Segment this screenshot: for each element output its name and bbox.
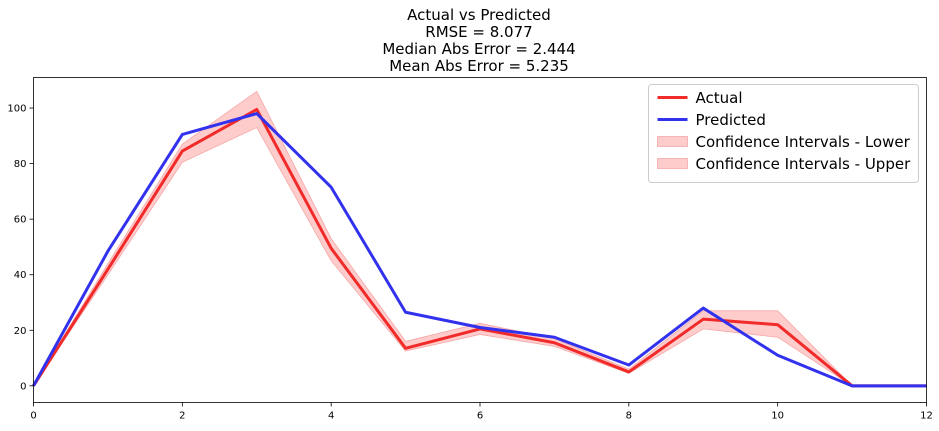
title-line: RMSE = 8.077 <box>425 23 532 41</box>
y-axis: 0 20 40 60 80 100 <box>7 104 34 392</box>
legend-swatch-ci-lower <box>657 136 688 147</box>
confidence-bands <box>33 90 927 387</box>
legend-label-actual: Actual <box>696 89 743 107</box>
x-tick-label: 10 <box>771 411 784 422</box>
y-tick-label: 80 <box>14 159 27 170</box>
x-tick-label: 0 <box>30 411 36 422</box>
series-line-predicted <box>32 112 927 388</box>
x-tick-label: 12 <box>920 411 933 422</box>
x-tick-label: 2 <box>179 411 185 422</box>
legend-swatch-ci-upper <box>657 158 688 169</box>
legend-label-ci-lower: Confidence Intervals - Lower <box>696 133 911 151</box>
chart-title: Actual vs Predicted RMSE = 8.077 Median … <box>382 6 575 75</box>
x-axis: 0 2 4 6 8 10 12 <box>30 402 933 422</box>
title-line: Median Abs Error = 2.444 <box>382 40 575 58</box>
title-line: Actual vs Predicted <box>407 6 551 24</box>
x-tick-label: 4 <box>328 411 334 422</box>
y-tick-label: 40 <box>14 270 27 281</box>
y-tick-label: 0 <box>20 381 26 392</box>
legend-box <box>648 84 919 183</box>
confidence-band-area <box>33 90 927 387</box>
title-line: Mean Abs Error = 5.235 <box>389 57 569 75</box>
y-tick-label: 100 <box>7 104 26 115</box>
series-lines <box>32 107 927 388</box>
y-tick-label: 60 <box>14 215 27 226</box>
legend-label-predicted: Predicted <box>696 111 766 129</box>
y-tick-label: 20 <box>14 326 27 337</box>
x-tick-label: 6 <box>477 411 483 422</box>
x-tick-label: 8 <box>626 411 632 422</box>
legend: Actual Predicted Confidence Intervals - Lo… <box>648 84 919 183</box>
legend-label-ci-upper: Confidence Intervals - Upper <box>696 155 912 173</box>
